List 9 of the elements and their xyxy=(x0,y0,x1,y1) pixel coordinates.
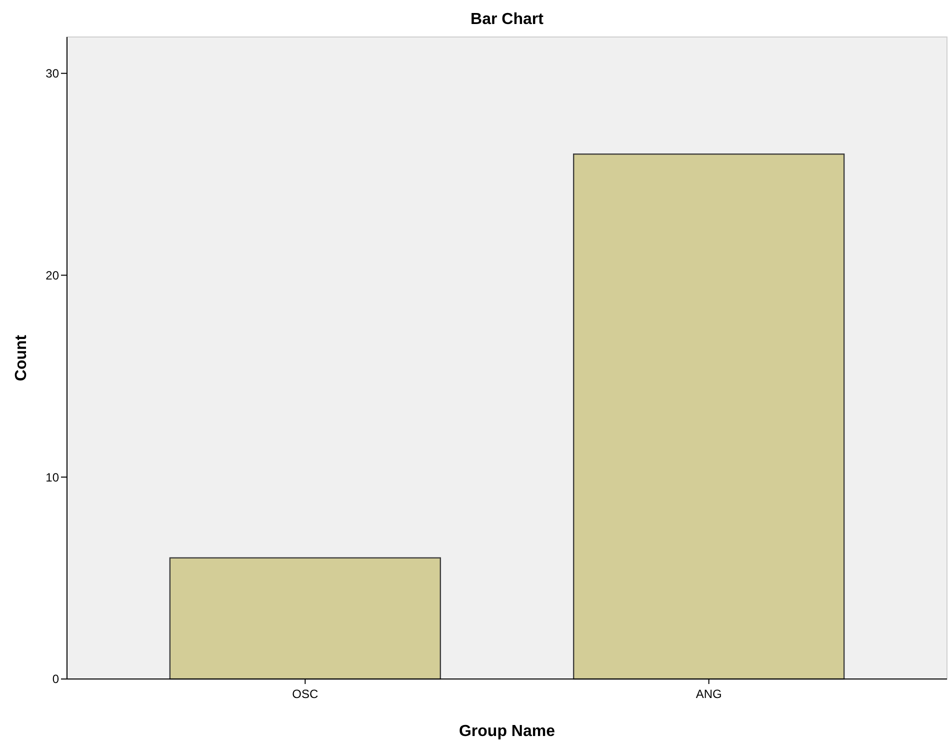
y-tick-label: 0 xyxy=(52,672,60,686)
y-tick-label: 10 xyxy=(46,470,60,484)
x-tick-label: OSC xyxy=(292,687,318,701)
y-axis-title: Count xyxy=(13,334,30,382)
y-tick-label: 30 xyxy=(46,66,60,81)
y-tick-label: 20 xyxy=(46,268,60,282)
x-axis-title: Group Name xyxy=(458,723,556,740)
x-tick-label: ANG xyxy=(696,687,722,701)
chart-title: Bar Chart xyxy=(470,11,544,28)
